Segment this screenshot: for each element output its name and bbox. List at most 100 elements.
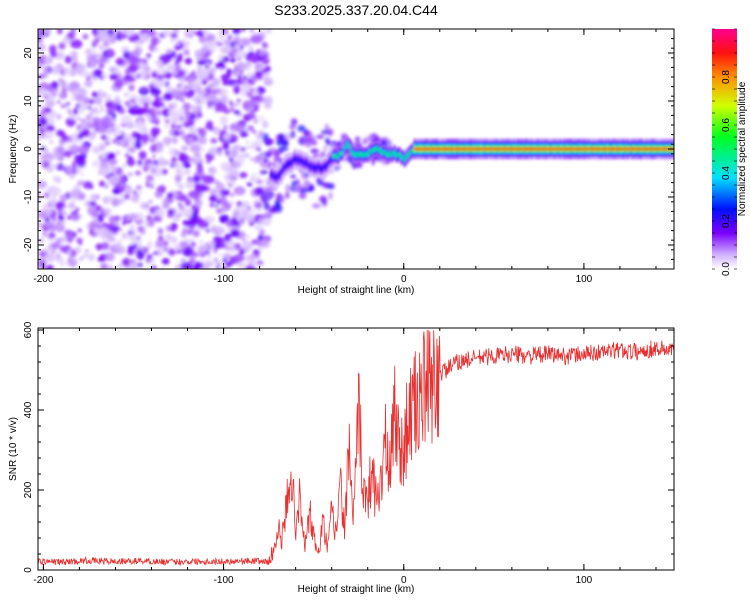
- speckle-blob: [328, 191, 333, 200]
- noise-blob: [251, 239, 258, 245]
- noise-blob: [215, 65, 220, 69]
- noise-blob: [106, 174, 110, 180]
- noise-blob: [128, 137, 136, 145]
- ridge-cell: [613, 147, 616, 151]
- noise-blob: [65, 150, 72, 158]
- ridge-cell: [350, 150, 353, 153]
- noise-blob: [180, 261, 193, 269]
- noise-blob: [157, 209, 166, 218]
- noise-blob: [172, 137, 178, 144]
- noise-blob: [135, 132, 143, 142]
- ridge-cell: [389, 151, 392, 154]
- y-tick-label: 400: [23, 401, 34, 418]
- ridge-cell: [427, 147, 430, 151]
- noise-blob: [213, 248, 218, 254]
- noise-blob: [96, 29, 101, 33]
- ridge-cell: [560, 147, 563, 151]
- noise-blob: [246, 235, 250, 239]
- ridge-cell: [506, 147, 509, 151]
- noise-blob: [192, 105, 200, 113]
- ridge-cell: [399, 153, 402, 156]
- noise-blob: [184, 41, 190, 47]
- noise-blob: [67, 232, 74, 238]
- noise-blob: [80, 70, 90, 78]
- snr-axes: -200 -100 0 100 0 200 400 600: [23, 321, 674, 586]
- noise-blob: [169, 199, 174, 203]
- ridge-cell: [610, 147, 612, 151]
- noise-blob: [257, 179, 263, 184]
- noise-blob: [99, 230, 113, 240]
- speckle-blob: [310, 148, 319, 154]
- noise-blob: [117, 263, 123, 269]
- speckle-blob: [298, 192, 307, 200]
- noise-blob: [93, 32, 99, 37]
- noise-blob: [44, 253, 56, 263]
- speckle-blob: [263, 158, 268, 163]
- ridge-cell: [496, 147, 499, 151]
- noise-blob: [73, 184, 81, 191]
- noise-blob: [49, 140, 53, 144]
- ridge-cell: [318, 165, 320, 169]
- ridge-cell: [480, 147, 483, 151]
- noise-blob: [217, 31, 225, 37]
- noise-blob: [108, 158, 118, 166]
- noise-blob: [145, 53, 152, 58]
- speckle-blob: [312, 203, 321, 209]
- noise-blob: [236, 157, 245, 165]
- ridge-cell: [332, 155, 334, 158]
- noise-blob: [47, 222, 57, 232]
- noise-blob: [140, 32, 150, 41]
- ridge-cell: [324, 165, 327, 169]
- ridge-cell: [441, 147, 444, 151]
- colorbar-tick-label: 0.8: [721, 70, 732, 84]
- noise-blob: [248, 45, 254, 52]
- speckle-blob: [265, 139, 275, 144]
- noise-blob: [70, 39, 83, 49]
- noise-blob: [68, 189, 81, 198]
- ridge-cell: [498, 147, 501, 151]
- noise-blob: [72, 108, 79, 116]
- noise-blob: [113, 242, 122, 251]
- ridge-cell: [417, 147, 420, 151]
- noise-blob: [106, 175, 120, 186]
- noise-blob: [204, 65, 209, 69]
- noise-blob: [220, 95, 229, 105]
- noise-blob: [177, 166, 184, 172]
- noise-blob: [219, 48, 224, 52]
- noise-blob: [76, 116, 81, 121]
- noise-blob: [61, 87, 67, 94]
- ridge-cell: [381, 151, 383, 155]
- ridge-cell: [530, 147, 532, 151]
- ridge-cell: [661, 147, 663, 151]
- ridge-cell: [296, 159, 299, 163]
- ridge-cell: [605, 147, 608, 151]
- noise-blob: [171, 101, 178, 108]
- noise-blob: [249, 176, 256, 182]
- ridge-cell: [271, 172, 274, 176]
- noise-blob: [208, 146, 219, 156]
- noise-blob: [191, 135, 199, 143]
- noise-blob: [173, 161, 180, 169]
- noise-blob: [51, 242, 61, 249]
- ridge-cell: [451, 147, 453, 151]
- noise-blob: [152, 116, 159, 121]
- noise-blob: [252, 118, 259, 124]
- noise-blob: [128, 262, 139, 269]
- ridge-cell: [386, 153, 389, 156]
- ridge-cell: [628, 147, 631, 151]
- ridge-cell: [304, 162, 306, 165]
- ridge-cell: [362, 154, 365, 157]
- noise-blob: [66, 105, 70, 109]
- noise-blob: [44, 248, 50, 254]
- noise-blob: [171, 238, 177, 244]
- speckle-blob: [280, 140, 289, 147]
- noise-blob: [61, 211, 68, 217]
- noise-blob: [232, 48, 237, 54]
- ridge-cell: [659, 147, 662, 151]
- ridge-cell: [477, 147, 479, 151]
- noise-blob: [130, 101, 135, 106]
- noise-blob: [263, 77, 274, 87]
- noise-blob: [78, 144, 90, 155]
- noise-blob: [146, 254, 153, 260]
- ridge-cell: [663, 147, 665, 151]
